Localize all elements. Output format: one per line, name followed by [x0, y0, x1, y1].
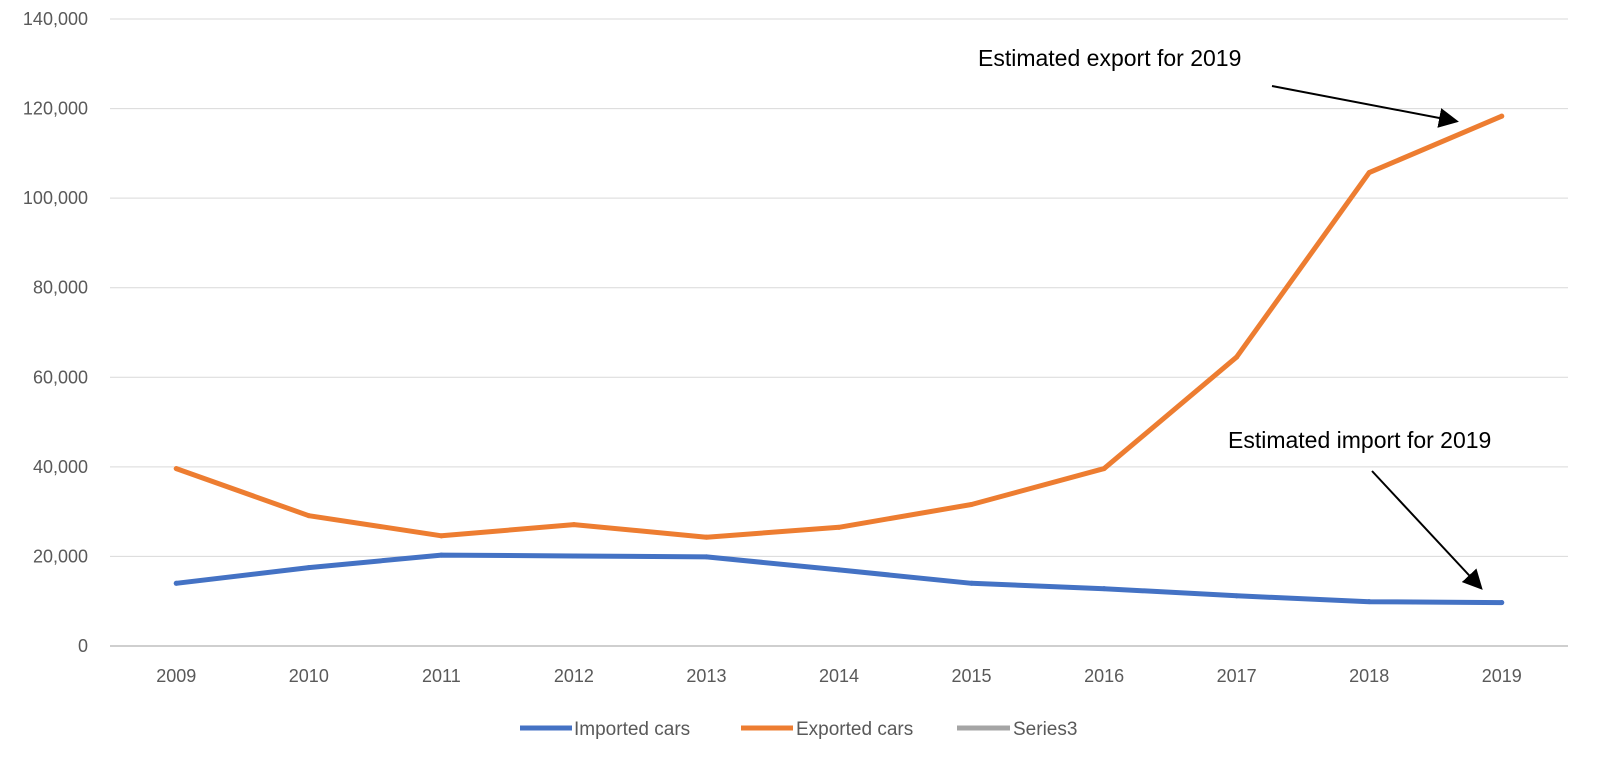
data-point-exported-cars-2011: [438, 533, 444, 539]
y-tick-label: 80,000: [33, 278, 88, 298]
y-tick-label: 100,000: [23, 188, 88, 208]
y-tick-label: 40,000: [33, 457, 88, 477]
data-point-exported-cars-2015: [969, 501, 975, 507]
y-tick-label: 60,000: [33, 367, 88, 387]
legend-item-exported-cars: Exported cars: [741, 719, 913, 740]
x-tick-label: 2015: [952, 666, 992, 686]
data-point-exported-cars-2013: [703, 534, 709, 540]
x-tick-label: 2012: [554, 666, 594, 686]
data-point-exported-cars-2014: [836, 524, 842, 530]
y-tick-label: 120,000: [23, 99, 88, 119]
gridlines: [110, 18, 1568, 647]
y-axis-tick-labels: 0 20,000 40,000 60,000 80,000 100,000 120,000 1…: [23, 9, 88, 656]
legend-label-exported-cars: Exported cars: [796, 719, 913, 740]
data-point-exported-cars-2012: [571, 522, 577, 528]
data-point-imported-cars-2015: [969, 580, 975, 586]
y-tick-label: 140,000: [23, 9, 88, 29]
data-point-imported-cars-2011: [438, 552, 444, 558]
data-point-exported-cars-2009: [173, 466, 179, 472]
annotation-import-label: Estimated import for 2019: [1228, 427, 1491, 453]
data-point-exported-cars-2018: [1366, 170, 1372, 176]
y-tick-label: 20,000: [33, 546, 88, 566]
legend-label-imported-cars: Imported cars: [574, 719, 690, 740]
series-line-imported-cars: [173, 552, 1505, 606]
x-tick-label: 2017: [1217, 666, 1257, 686]
legend-label-series3: Series3: [1013, 719, 1077, 740]
data-point-exported-cars-2016: [1101, 466, 1107, 472]
y-tick-label: 0: [78, 636, 88, 656]
x-tick-label: 2018: [1349, 666, 1389, 686]
data-point-imported-cars-2009: [173, 580, 179, 586]
data-point-imported-cars-2010: [306, 565, 312, 571]
annotation-import-arrow: [1371, 470, 1483, 590]
x-tick-label: 2009: [156, 666, 196, 686]
x-tick-label: 2014: [819, 666, 859, 686]
data-point-exported-cars-2017: [1234, 354, 1240, 360]
data-point-imported-cars-2016: [1101, 586, 1107, 592]
x-axis-tick-labels: 2009 2010 2011 2012 2013 2014 2015 2016 2017 2018…: [156, 666, 1522, 686]
annotation-export-arrow: [1271, 85, 1459, 128]
data-point-imported-cars-2017: [1234, 593, 1240, 599]
series-lines: [173, 113, 1505, 606]
data-point-exported-cars-2010: [306, 513, 312, 519]
x-tick-label: 2016: [1084, 666, 1124, 686]
data-point-exported-cars-2019: [1499, 113, 1505, 119]
data-point-imported-cars-2014: [836, 567, 842, 573]
x-tick-label: 2013: [686, 666, 726, 686]
x-tick-label: 2011: [422, 666, 461, 686]
series-line-exported-cars: [173, 113, 1505, 540]
annotation-export-label: Estimated export for 2019: [978, 45, 1241, 71]
legend: Imported cars Exported cars Series3: [520, 719, 1077, 740]
data-point-imported-cars-2019: [1499, 600, 1505, 606]
data-point-imported-cars-2012: [571, 553, 577, 559]
x-tick-label: 2019: [1482, 666, 1522, 686]
legend-item-imported-cars: Imported cars: [520, 719, 690, 740]
legend-item-series3: Series3: [957, 719, 1077, 740]
x-tick-label: 2010: [289, 666, 329, 686]
annotations: Estimated export for 2019 Estimated impo…: [978, 45, 1491, 590]
data-point-imported-cars-2018: [1366, 599, 1372, 605]
data-point-imported-cars-2013: [703, 554, 709, 560]
